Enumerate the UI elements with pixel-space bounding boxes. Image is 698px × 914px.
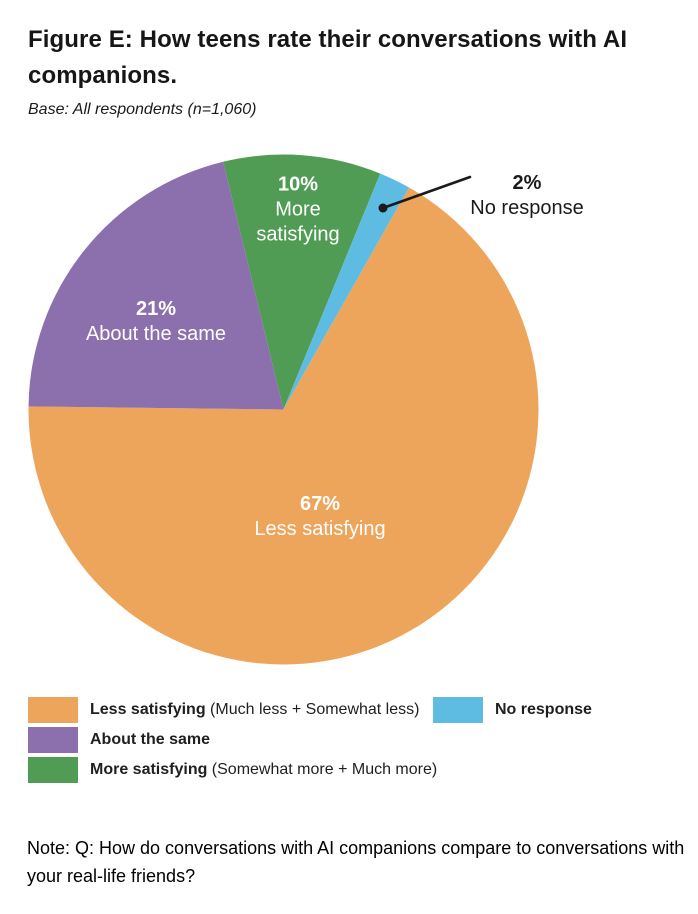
base-note: Base: All respondents (n=1,060): [28, 101, 257, 118]
legend-label-less-satisfying: Less satisfying (Much less + Somewhat le…: [90, 701, 420, 718]
figure-title: Figure E: How teens rate their conversat…: [28, 26, 628, 89]
legend-item-more-satisfying: More satisfying (Somewhat more + Much mo…: [28, 757, 437, 783]
pie-chart-svg: [28, 154, 539, 665]
legend-column-right: No response: [433, 697, 592, 727]
legend-label-more-satisfying: More satisfying (Somewhat more + Much mo…: [90, 761, 438, 778]
legend-item-about-the-same: About the same: [28, 727, 437, 753]
legend-swatch-less-satisfying: [28, 697, 78, 723]
legend-item-no-response: No response: [433, 697, 592, 723]
pie-chart: 10% More satisfying 2% No response 67% Less sa…: [0, 140, 698, 680]
legend-column-left: Less satisfying (Much less + Somewhat le…: [28, 697, 437, 787]
pie-slice-more-satisfying: [223, 154, 381, 410]
pie-slice-no-response: [283, 173, 410, 410]
legend-label-about-the-same: About the same: [90, 731, 211, 748]
legend-swatch-no-response: [433, 697, 483, 723]
legend-item-less-satisfying: Less satisfying (Much less + Somewhat le…: [28, 697, 437, 723]
callout-line-no-response: [381, 175, 472, 210]
legend-swatch-more-satisfying: [28, 757, 78, 783]
pie-slice-less-satisfying: [28, 187, 539, 665]
legend-swatch-about-the-same: [28, 727, 78, 753]
legend-label-no-response: No response: [495, 701, 592, 718]
figure-note: Note: Q: How do conversations with AI co…: [27, 838, 685, 886]
pie-slice-about-the-same: [28, 161, 284, 410]
figure-header: Figure E: How teens rate their conversat…: [28, 22, 678, 119]
callout-dot-no-response: [378, 203, 388, 213]
